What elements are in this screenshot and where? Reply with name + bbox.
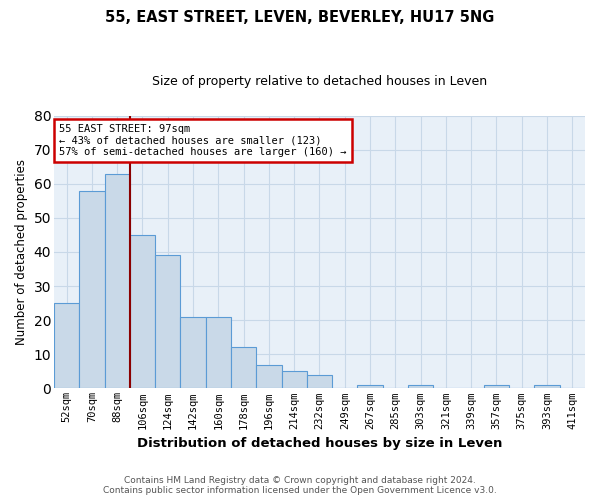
X-axis label: Distribution of detached houses by size in Leven: Distribution of detached houses by size … [137,437,502,450]
Bar [358,385,383,388]
Text: 55, EAST STREET, LEVEN, BEVERLEY, HU17 5NG: 55, EAST STREET, LEVEN, BEVERLEY, HU17 5… [106,10,494,25]
Bar [281,372,307,388]
Y-axis label: Number of detached properties: Number of detached properties [15,159,28,345]
Bar [54,303,79,388]
Bar [181,317,206,388]
Bar [130,235,155,388]
Text: Contains HM Land Registry data © Crown copyright and database right 2024.
Contai: Contains HM Land Registry data © Crown c… [103,476,497,495]
Title: Size of property relative to detached houses in Leven: Size of property relative to detached ho… [152,75,487,88]
Bar [535,385,560,388]
Bar [79,190,104,388]
Bar [256,364,281,388]
Bar [155,256,181,388]
Bar [307,374,332,388]
Bar [408,385,433,388]
Bar [104,174,130,388]
Bar [206,317,231,388]
Bar [484,385,509,388]
Bar [231,348,256,389]
Text: 55 EAST STREET: 97sqm
← 43% of detached houses are smaller (123)
57% of semi-det: 55 EAST STREET: 97sqm ← 43% of detached … [59,124,347,157]
